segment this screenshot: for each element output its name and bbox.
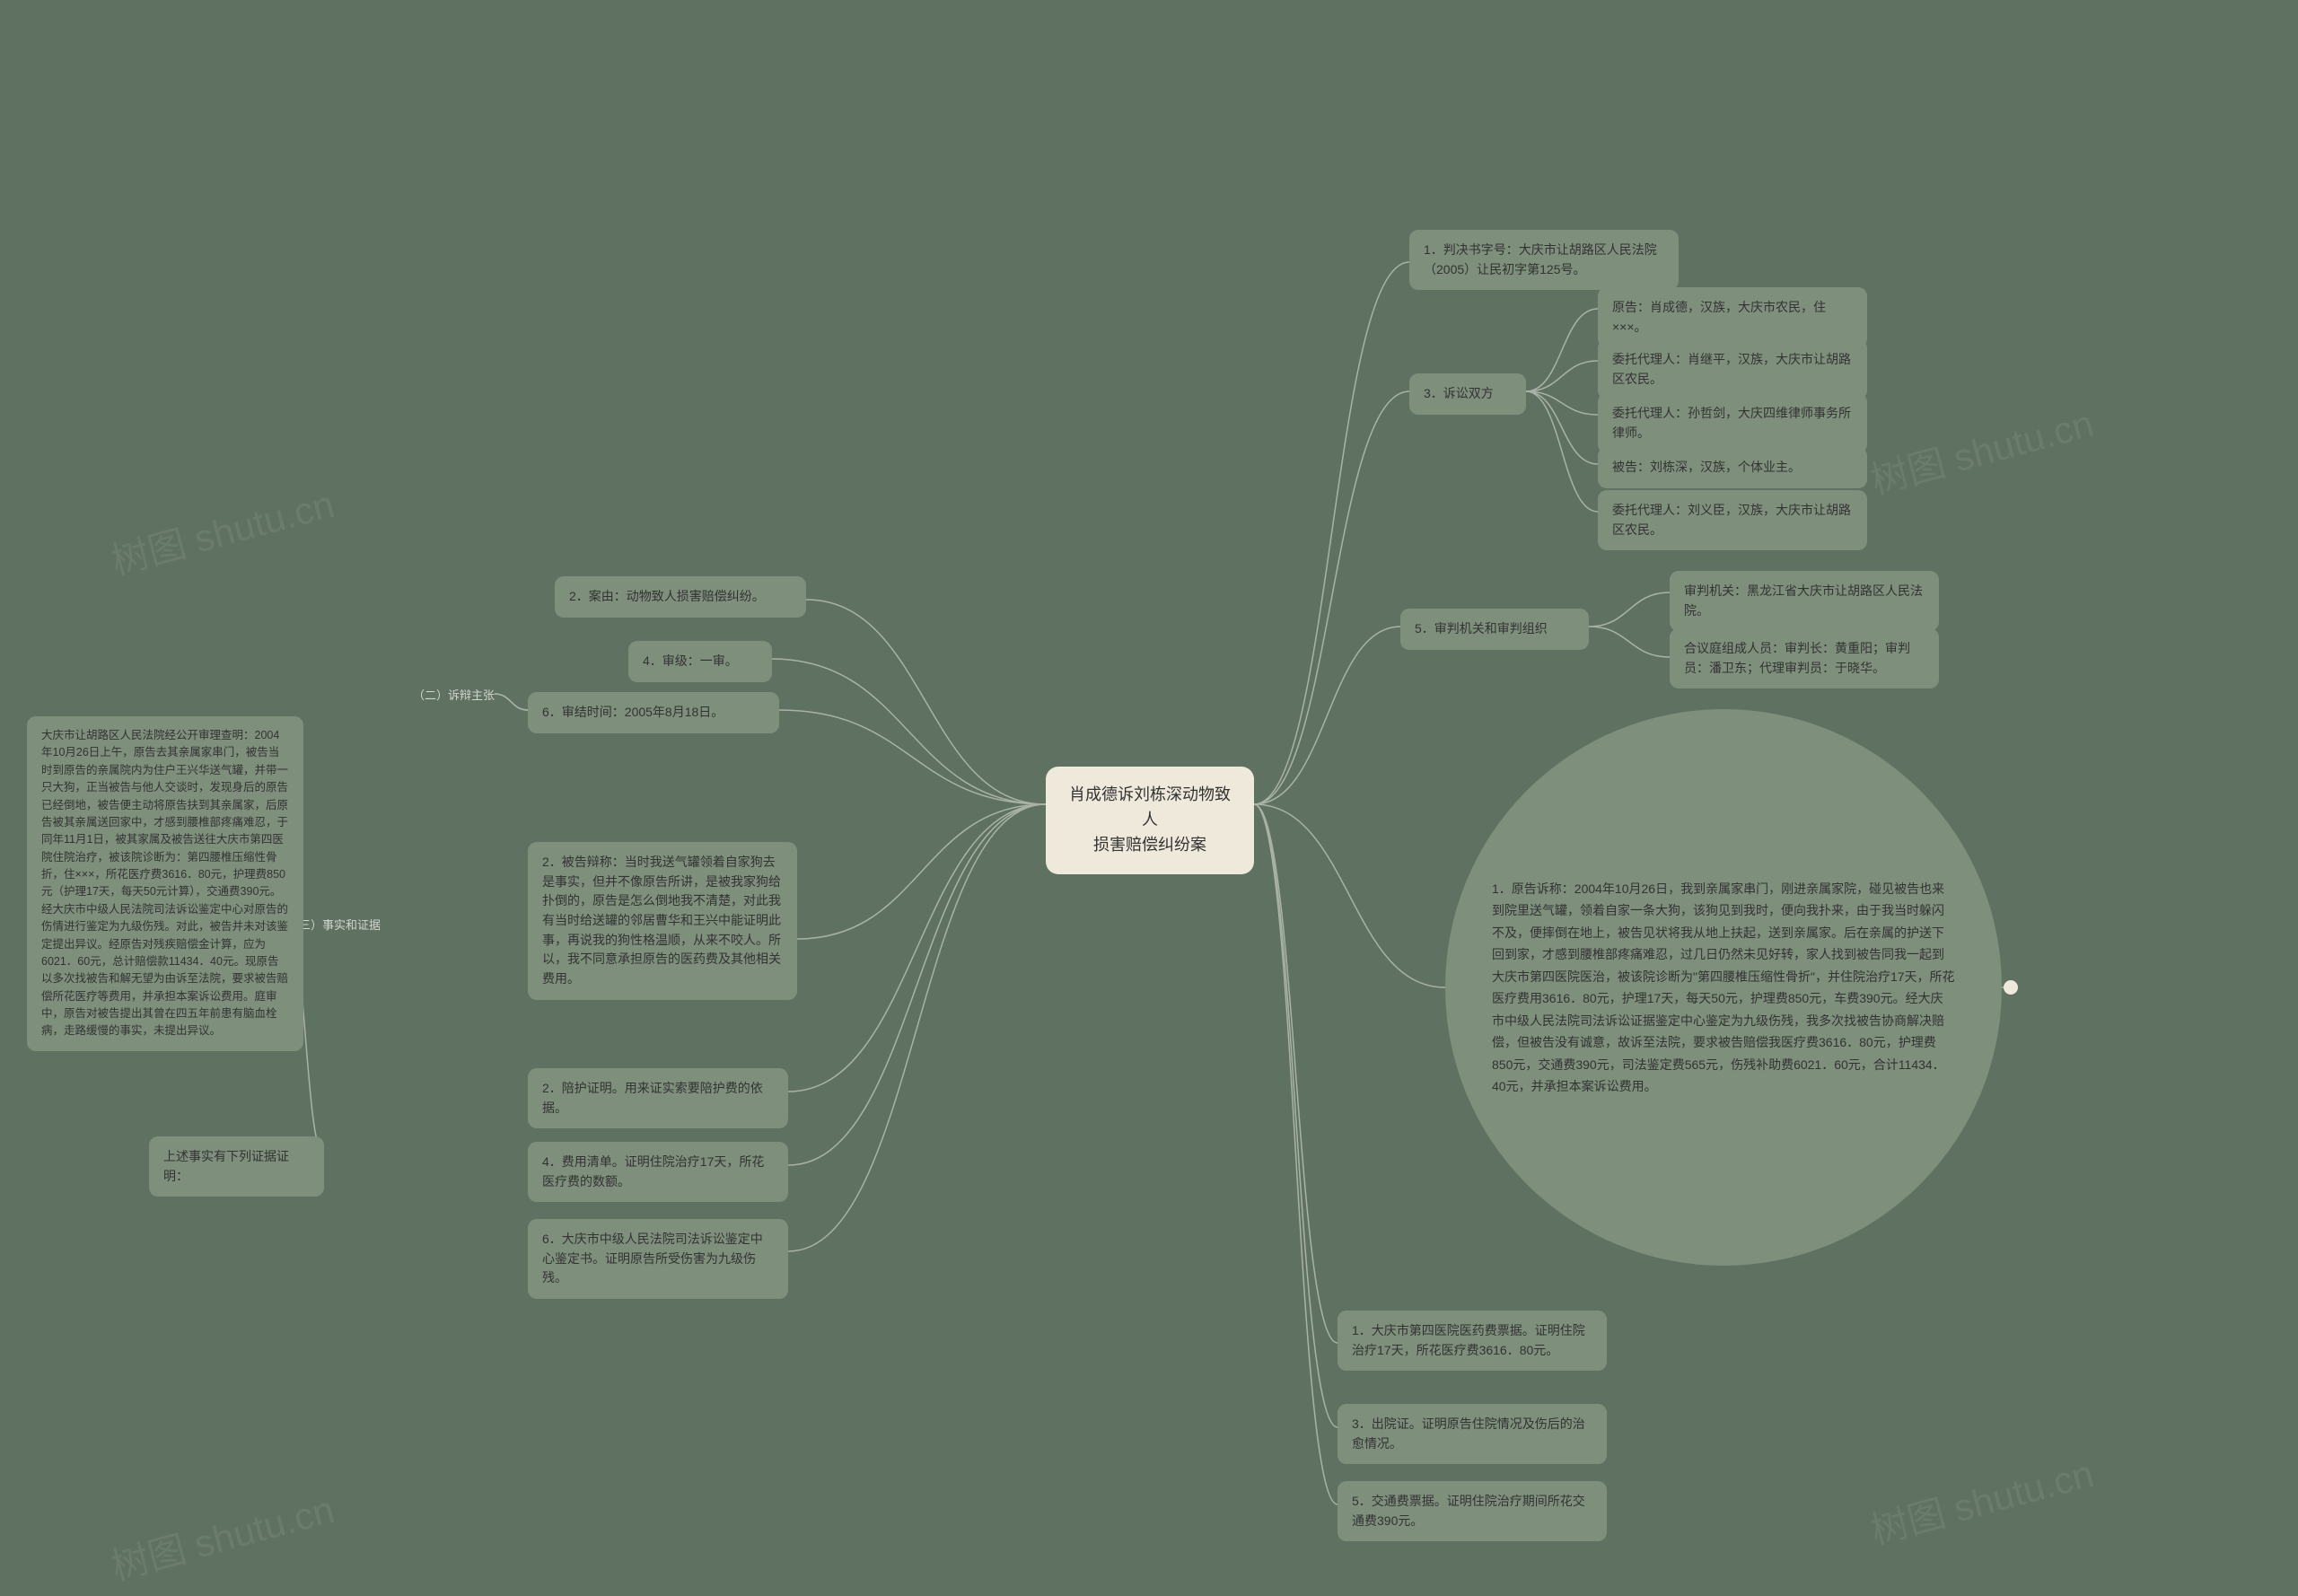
watermark: 树图 shutu.cn (104, 1479, 339, 1592)
mindmap-node[interactable]: 4．审级：一审。 (628, 641, 772, 682)
mindmap-node[interactable]: 被告：刘栋深，汉族，个体业主。 (1598, 447, 1867, 488)
mindmap-node[interactable]: 审判机关：黑龙江省大庆市让胡路区人民法院。 (1670, 571, 1939, 631)
watermark: 树图 shutu.cn (1864, 393, 2099, 505)
mindmap-node[interactable]: 委托代理人：孙哲剑，大庆四维律师事务所律师。 (1598, 393, 1867, 453)
mindmap-node[interactable]: 5．交通费票据。证明住院治疗期间所花交通费390元。 (1338, 1481, 1607, 1541)
mindmap-node[interactable]: 合议庭组成人员：审判长：黄重阳；审判员：潘卫东；代理审判员：于晓华。 (1670, 628, 1939, 688)
mindmap-node[interactable]: 2．陪护证明。用来证实索要陪护费的依据。 (528, 1068, 788, 1128)
expand-handle[interactable] (2004, 980, 2018, 995)
watermark: 树图 shutu.cn (1864, 1443, 2099, 1556)
mindmap-node[interactable]: 2．被告辩称：当时我送气罐领着自家狗去是事实，但并不像原告所讲，是被我家狗给扑倒… (528, 842, 797, 1000)
mindmap-node[interactable]: 上述事实有下列证据证明： (149, 1136, 324, 1197)
mindmap-node[interactable]: 1．判决书字号：大庆市让胡路区人民法院（2005）让民初字第125号。 (1409, 230, 1679, 290)
mindmap-node[interactable]: 大庆市让胡路区人民法院经公开审理查明：2004年10月26日上午，原告去其亲属家… (27, 716, 303, 1051)
watermark: 树图 shutu.cn (104, 474, 339, 586)
mindmap-node[interactable]: 委托代理人：刘义臣，汉族，大庆市让胡路区农民。 (1598, 490, 1867, 550)
mindmap-node[interactable]: 委托代理人：肖继平，汉族，大庆市让胡路区农民。 (1598, 339, 1867, 399)
branch-label: （二）诉辩主张 (413, 686, 495, 703)
mindmap-node[interactable]: 4．费用清单。证明住院治疗17天，所花医疗费的数额。 (528, 1142, 788, 1202)
mindmap-node[interactable]: 3．诉讼双方 (1409, 373, 1526, 415)
mindmap-node[interactable]: 6．审结时间：2005年8月18日。 (528, 692, 779, 733)
mindmap-node[interactable]: 1．大庆市第四医院医药费票据。证明住院治疗17天，所花医疗费3616．80元。 (1338, 1311, 1607, 1371)
center-node[interactable]: 肖成德诉刘栋深动物致人 损害赔偿纠纷案 (1046, 767, 1254, 874)
mindmap-node[interactable]: 5．审判机关和审判组织 (1400, 609, 1589, 650)
mindmap-node[interactable]: 1．原告诉称：2004年10月26日，我到亲属家串门，刚进亲属家院，碰见被告也来… (1445, 709, 2002, 1266)
mindmap-node[interactable]: 6．大庆市中级人民法院司法诉讼鉴定中心鉴定书。证明原告所受伤害为九级伤残。 (528, 1219, 788, 1299)
mindmap-node[interactable]: 3．出院证。证明原告住院情况及伤后的治愈情况。 (1338, 1404, 1607, 1464)
mindmap-node[interactable]: 2．案由：动物致人损害赔偿纠纷。 (555, 576, 806, 618)
